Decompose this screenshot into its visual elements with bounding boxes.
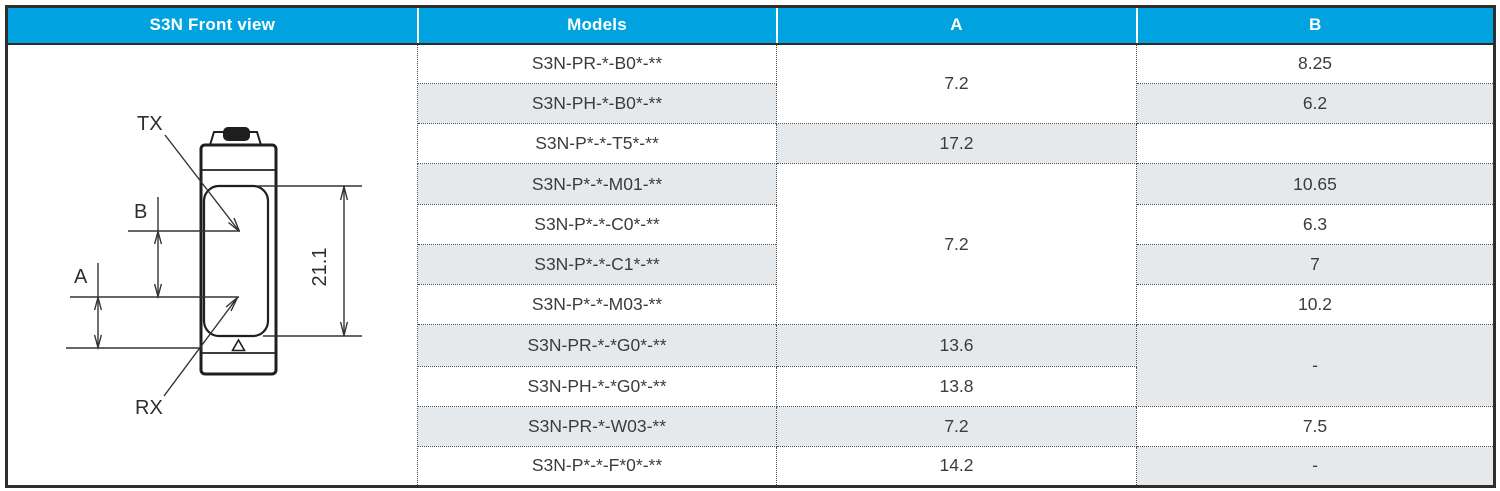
table-row: S3N-PR-*-*G0*-** 13.6 - [7,324,1495,407]
model-cell: S3N-PR-*-B0*-** [417,43,777,84]
a-value-cell: 17.2 [776,123,1137,164]
sensor-body [199,126,278,375]
lens-window [202,184,270,337]
model-cell: S3N-PH-*-B0*-** [417,83,777,124]
model-cell: S3N-P*-*-T5*-** [417,123,777,164]
height-arrow-up [339,185,349,200]
tx-label: TX [137,113,163,135]
top-knob [223,126,250,141]
a-value-cell: 13.6 [776,324,1137,367]
a-label: A [74,266,88,288]
alignment-triangle-mark [231,337,246,351]
tx-leader-arrowhead [228,217,241,232]
dim-a-arrow-down [93,334,103,350]
tx-leader-line [164,134,240,231]
rx-label: RX [135,397,163,419]
model-cell: S3N-P*-*-M01-** [417,162,777,206]
b-value-cell [1136,123,1495,164]
a-value-cell: 7.2 [776,405,1137,447]
b-label: B [134,201,147,223]
b-value-cell: - [1136,324,1495,407]
header-col-a: A [775,6,1137,45]
a-value-cell: 7.2 [776,162,1137,326]
height-dim-label: 21.1 [309,247,331,286]
b-value-cell: - [1136,445,1495,487]
dim-a-arrow-up [93,294,103,310]
table-row: S3N-PH-*-B0*-** 6.2 [7,83,1495,124]
table-row: S3N-P*-*-T5*-** 17.2 [7,123,1495,164]
model-cell: S3N-PR-*-*G0*-** [417,324,777,367]
b-value-cell: 10.65 [1136,162,1495,206]
b-value-cell: 6.3 [1136,204,1495,246]
header-models: Models [416,6,777,45]
sensor-front-view-diagram: TX RX B A 21.1 [66,113,362,419]
a-value-cell: 7.2 [776,43,1137,124]
dim-b-arrow-up [153,228,163,244]
b-value-cell: 6.2 [1136,83,1495,124]
table-row: S3N-P*-*-C1*-** 7 [7,244,1495,286]
table-row: S3N-P*-*-F*0*-** 14.2 - [7,445,1495,487]
header-col-b: B [1135,6,1495,45]
a-value-cell: 14.2 [776,445,1137,487]
model-cell: S3N-PH-*-*G0*-** [417,365,777,407]
diagram-labels: TX RX B A 21.1 [74,113,331,419]
dimension-lines [66,134,362,396]
header-row: S3N Front view Models A B [6,6,1495,45]
front-view-diagram-cell: TX RX B A 21.1 [6,43,418,486]
dimension-spec-table: S3N Front view Models A B [5,5,1496,488]
rx-leader-line [163,297,238,396]
b-value-cell: 10.2 [1136,284,1495,326]
header-front-view: S3N Front view [6,6,418,45]
rx-leader-arrowhead [225,296,239,311]
height-arrow-down [339,321,349,336]
dim-b-arrow-down [153,283,163,299]
b-value-cell: 7.5 [1136,405,1495,447]
model-cell: S3N-P*-*-C1*-** [417,244,777,286]
table-row: S3N-P*-*-M01-** 7.2 10.65 [7,162,1495,326]
table-row: TX RX B A 21.1 S3N-PR-*-B0*-** 7.2 8.25 [6,43,1495,486]
model-cell: S3N-P*-*-F*0*-** [417,445,777,487]
model-cell: S3N-P*-*-C0*-** [417,204,777,246]
table-row: S3N-P*-*-M03-** 10.2 [7,284,1495,326]
model-cell: S3N-PR-*-W03-** [417,405,777,447]
b-value-cell: 7 [1136,244,1495,286]
a-value-cell: 13.8 [776,365,1137,407]
b-value-cell: 8.25 [1136,43,1495,84]
model-cell: S3N-P*-*-M03-** [417,284,777,326]
